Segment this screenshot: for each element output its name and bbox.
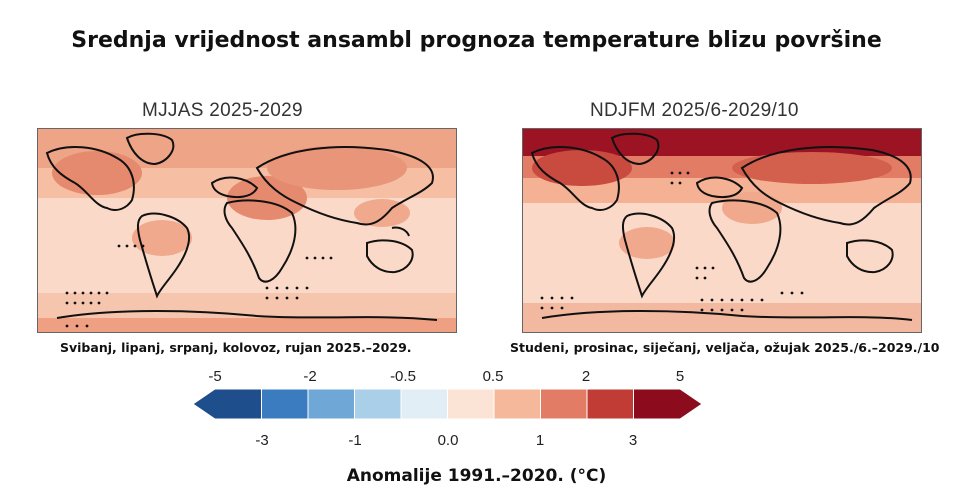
panel-title-ndjfm: NDJFM 2025/6-2029/10 xyxy=(590,100,799,121)
caption-ndjfm: Studeni, prosinac, siječanj, veljača, ož… xyxy=(510,340,940,355)
colorbar-label-bottom: 1 xyxy=(536,432,544,449)
caption-mjjas: Svibanj, lipanj, srpanj, kolovoz, rujan … xyxy=(60,340,412,355)
colorbar-segment xyxy=(354,388,402,420)
map-ndjfm xyxy=(522,128,922,333)
colorbar-segment xyxy=(400,388,448,420)
page-title: Srednja vrijednost ansambl prognoza temp… xyxy=(71,28,882,53)
colorbar-segment xyxy=(633,388,703,420)
colorbar-label-top: 2 xyxy=(582,368,590,385)
panel-title-mjjas: MJJAS 2025-2029 xyxy=(142,100,303,121)
colorbar-label-bottom: 3 xyxy=(629,432,637,449)
colorbar-label-bottom: -1 xyxy=(348,432,361,449)
colorbar-bottom-labels: -3 -1 0.0 1 3 xyxy=(255,432,637,449)
colorbar-segment xyxy=(447,388,495,420)
colorbar-segment xyxy=(493,388,541,420)
colorbar-label-top: -5 xyxy=(208,368,221,385)
colorbar-label-top: -0.5 xyxy=(390,368,416,385)
colorbar-label-top: -2 xyxy=(303,368,316,385)
colorbar-segment xyxy=(586,388,634,420)
colorbar-segment xyxy=(192,388,262,420)
colorbar-label-top: 0.5 xyxy=(483,368,504,385)
colorbar-segments xyxy=(192,388,703,420)
map-mjjas xyxy=(37,128,457,333)
colorbar-segment xyxy=(540,388,588,420)
colorbar-label-bottom: -3 xyxy=(255,432,268,449)
colorbar-label-top: 5 xyxy=(676,368,684,385)
colorbar-segment xyxy=(307,388,355,420)
colorbar-segment xyxy=(261,388,309,420)
colorbar: -5 -2 -0.5 0.5 2 5 -3 -1 0.0 1 3 xyxy=(192,368,703,449)
colorbar-top-labels: -5 -2 -0.5 0.5 2 5 xyxy=(208,368,684,385)
colorbar-label-bottom: 0.0 xyxy=(438,432,459,449)
units-label: Anomalije 1991.–2020. (°C) xyxy=(346,466,607,486)
